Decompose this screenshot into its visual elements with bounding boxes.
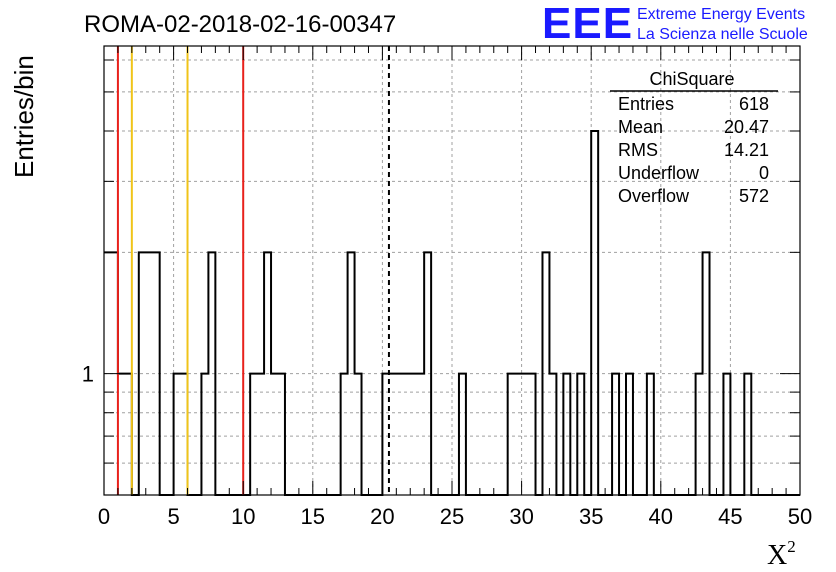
axis-ticks: 0 5 10 15 20 25 30 35 40 45 50 1	[82, 46, 812, 529]
x-tick-label: 5	[167, 504, 179, 529]
histogram	[104, 129, 800, 496]
grid-lines	[104, 46, 800, 495]
stats-title: ChiSquare	[649, 69, 734, 89]
x-tick-label: 35	[579, 504, 603, 529]
stats-overflow-label: Overflow	[618, 186, 690, 206]
x-axis-label: X2	[767, 537, 796, 571]
x-tick-label: 45	[718, 504, 742, 529]
x-tick-label: 50	[788, 504, 812, 529]
stats-mean-value: 20.47	[724, 117, 769, 137]
marker-lines	[116, 46, 390, 495]
stats-box: ChiSquare Entries 618 Mean 20.47 RMS 14.…	[610, 69, 778, 206]
x-tick-label: 0	[98, 504, 110, 529]
x-tick-label: 20	[370, 504, 394, 529]
stats-entries-label: Entries	[618, 94, 674, 114]
x-tick-label: 25	[440, 504, 464, 529]
x-tick-label: 40	[649, 504, 673, 529]
chart-title: ROMA-02-2018-02-16-00347	[84, 11, 396, 38]
stats-entries-value: 618	[739, 94, 769, 114]
x-tick-label: 10	[231, 504, 255, 529]
stats-underflow-label: Underflow	[618, 163, 700, 183]
logo-line-1: Extreme Energy Events	[637, 6, 805, 23]
eee-logo-mark: EEE	[542, 0, 633, 48]
x-tick-label: 30	[509, 504, 533, 529]
stats-mean-label: Mean	[618, 117, 663, 137]
histogram-outline	[104, 129, 800, 496]
logo-line-2: La Scienza nelle Scuole	[637, 26, 808, 43]
stats-rms-value: 14.21	[724, 140, 769, 160]
eee-logo: EEE Extreme Energy Events La Scienza nel…	[542, 0, 808, 48]
y-axis-label: Entries/bin	[9, 55, 39, 178]
y-tick-label: 1	[82, 362, 94, 387]
x-tick-label: 15	[301, 504, 325, 529]
stats-underflow-value: 0	[759, 163, 769, 183]
stats-rms-label: RMS	[618, 140, 658, 160]
stats-overflow-value: 572	[739, 186, 769, 206]
